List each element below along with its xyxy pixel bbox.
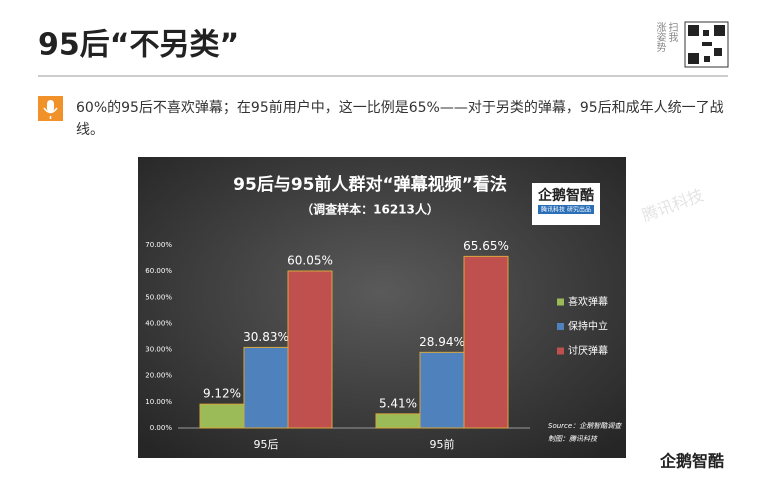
bar bbox=[287, 270, 333, 429]
y-tick-label: 40.00% bbox=[145, 319, 172, 327]
chart-logo: 企鹅智酷 bbox=[537, 187, 594, 204]
qr-code bbox=[684, 21, 729, 68]
footer-logo-text: 企鹅智酷 bbox=[659, 452, 724, 471]
x-tick-label: 95前 bbox=[430, 437, 455, 451]
y-tick-label: 70.00% bbox=[145, 241, 172, 249]
chart-subtitle: （调查样本：16213人） bbox=[301, 202, 439, 217]
y-tick-label: 60.00% bbox=[145, 267, 172, 275]
data-label: 60.05% bbox=[287, 254, 333, 268]
bar bbox=[375, 413, 421, 429]
legend-swatch bbox=[557, 323, 564, 330]
x-tick-label: 95后 bbox=[254, 438, 279, 451]
mic-icon bbox=[38, 96, 63, 121]
footer-logo: 企鹅智酷 bbox=[659, 452, 724, 471]
data-label: 28.94% bbox=[419, 335, 465, 349]
y-tick-label: 0.00% bbox=[150, 424, 173, 432]
bar bbox=[243, 346, 289, 429]
data-label: 5.41% bbox=[379, 396, 417, 410]
legend-swatch bbox=[557, 347, 564, 355]
chart-logo-band bbox=[538, 205, 594, 214]
data-label: 30.83% bbox=[243, 330, 289, 344]
data-label: 65.65% bbox=[463, 239, 509, 253]
qr-caption: 涨姿势 bbox=[654, 22, 666, 53]
summary-text: 60%的95后不喜欢弹幕；在95前用户中，这一比例是65%——对于另类的弹幕，9… bbox=[76, 100, 724, 138]
y-tick-label: 30.00% bbox=[145, 346, 172, 354]
bar bbox=[463, 255, 509, 429]
y-tick-label: 10.00% bbox=[145, 398, 172, 406]
y-tick-label: 20.00% bbox=[145, 372, 172, 380]
chart-title: 95后与95前人群对“弹幕视频”看法 bbox=[233, 174, 507, 195]
bar bbox=[199, 403, 245, 429]
chart-note: 制图：腾讯科技 bbox=[548, 435, 598, 443]
watermark: 腾讯科技 bbox=[639, 185, 706, 225]
legend-label: 喜欢弹幕 bbox=[568, 295, 608, 308]
legend-swatch bbox=[557, 298, 564, 306]
chart-note: Source：企鹅智酷调查 bbox=[548, 422, 622, 430]
slide-title: 95后“不另类” bbox=[38, 28, 239, 63]
chart-logo-caption: 腾讯科技 研究出品 bbox=[541, 206, 591, 214]
data-label: 9.12% bbox=[203, 387, 241, 401]
legend-label: 讨厌弹幕 bbox=[568, 344, 608, 357]
y-tick-label: 50.00% bbox=[145, 293, 172, 301]
chart: 95后与95前人群对“弹幕视频”看法 （调查样本：16213人） 企鹅智酷 腾讯… bbox=[145, 174, 622, 451]
bar bbox=[419, 351, 465, 429]
qr-caption: 扫我 bbox=[666, 21, 678, 42]
chart-logo-box bbox=[532, 183, 600, 225]
legend-label: 保持中立 bbox=[568, 320, 608, 333]
